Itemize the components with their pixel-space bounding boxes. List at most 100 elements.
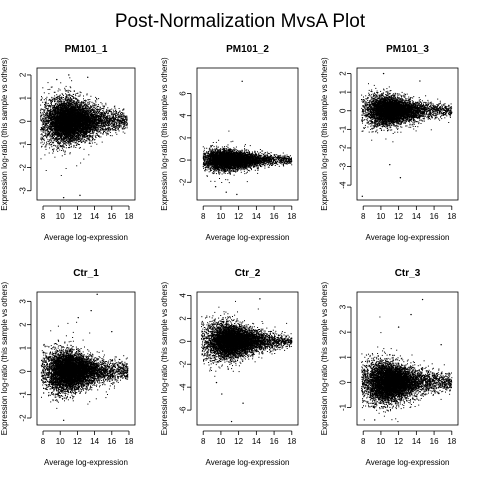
data-point bbox=[59, 99, 60, 100]
data-point bbox=[106, 115, 108, 117]
data-point bbox=[61, 134, 63, 136]
data-point bbox=[100, 132, 102, 134]
data-point bbox=[42, 121, 44, 123]
data-point bbox=[118, 117, 120, 119]
data-point bbox=[52, 152, 54, 154]
data-point bbox=[68, 142, 70, 144]
data-point bbox=[41, 108, 43, 110]
data-point bbox=[48, 142, 50, 144]
data-point bbox=[126, 125, 128, 127]
data-point bbox=[44, 131, 46, 133]
data-point bbox=[59, 142, 61, 144]
data-point bbox=[72, 103, 74, 105]
data-point bbox=[114, 120, 116, 122]
data-point bbox=[44, 111, 45, 113]
data-point bbox=[121, 114, 123, 116]
data-point bbox=[94, 104, 96, 106]
data-point bbox=[66, 137, 68, 139]
data-point bbox=[53, 139, 55, 141]
data-point bbox=[93, 110, 95, 112]
data-point bbox=[111, 119, 113, 121]
data-point bbox=[79, 95, 81, 97]
data-point bbox=[112, 129, 114, 131]
data-point bbox=[62, 106, 64, 108]
data-point bbox=[47, 115, 48, 116]
data-point bbox=[91, 132, 93, 134]
data-point bbox=[82, 134, 84, 135]
data-point bbox=[46, 103, 48, 105]
data-point bbox=[119, 110, 121, 112]
data-point bbox=[107, 118, 109, 120]
data-point bbox=[84, 105, 86, 107]
data-point bbox=[50, 124, 52, 126]
data-point bbox=[110, 112, 112, 114]
data-point bbox=[51, 105, 53, 106]
data-point bbox=[81, 106, 83, 108]
data-point bbox=[64, 89, 66, 91]
data-point bbox=[50, 134, 51, 136]
data-point bbox=[74, 142, 76, 144]
data-point bbox=[119, 123, 121, 124]
data-point bbox=[66, 139, 68, 141]
data-point bbox=[45, 144, 47, 146]
data-point bbox=[61, 150, 63, 151]
data-point bbox=[96, 99, 98, 101]
data-point bbox=[102, 133, 104, 135]
data-point bbox=[94, 139, 96, 141]
data-point bbox=[126, 115, 128, 117]
data-point bbox=[96, 143, 98, 145]
data-point bbox=[53, 114, 55, 116]
data-point bbox=[95, 96, 97, 98]
data-point bbox=[97, 129, 98, 131]
data-point bbox=[70, 97, 71, 99]
data-point bbox=[64, 139, 66, 140]
data-point bbox=[98, 111, 99, 113]
data-point bbox=[63, 141, 65, 143]
data-point bbox=[51, 97, 53, 99]
data-point bbox=[123, 108, 125, 110]
figure-title: Post-Normalization MvsA Plot bbox=[115, 11, 366, 32]
panel-title: PM101_1 bbox=[65, 44, 108, 55]
data-point bbox=[122, 127, 124, 129]
data-point bbox=[85, 139, 87, 141]
data-point bbox=[119, 114, 121, 116]
data-point bbox=[92, 102, 94, 104]
data-point bbox=[47, 89, 49, 90]
data-point bbox=[86, 110, 88, 112]
data-point bbox=[106, 128, 108, 129]
data-point bbox=[107, 121, 109, 123]
data-point bbox=[88, 139, 90, 141]
data-point bbox=[91, 125, 93, 127]
data-point bbox=[69, 86, 71, 88]
data-point bbox=[46, 128, 48, 130]
data-point bbox=[84, 114, 86, 116]
data-point bbox=[54, 131, 56, 132]
data-point bbox=[118, 108, 120, 109]
data-point bbox=[85, 101, 86, 103]
data-point bbox=[102, 126, 104, 128]
data-point bbox=[126, 123, 128, 124]
data-point bbox=[109, 126, 111, 128]
data-point bbox=[50, 138, 52, 140]
data-point bbox=[87, 99, 89, 101]
data-point bbox=[102, 110, 104, 112]
data-point bbox=[120, 123, 122, 125]
data-point bbox=[76, 140, 78, 142]
data-point bbox=[43, 117, 45, 119]
data-point bbox=[51, 146, 53, 148]
data-point bbox=[89, 102, 91, 104]
data-point bbox=[110, 128, 112, 130]
data-point bbox=[105, 102, 107, 104]
data-point bbox=[107, 120, 108, 122]
data-point bbox=[110, 115, 112, 117]
data-point bbox=[88, 103, 90, 105]
data-point bbox=[103, 114, 105, 116]
data-point bbox=[61, 97, 63, 99]
data-point bbox=[67, 143, 69, 145]
data-point bbox=[59, 149, 61, 151]
data-point bbox=[115, 122, 117, 123]
data-point bbox=[93, 110, 94, 112]
data-point bbox=[115, 119, 117, 120]
